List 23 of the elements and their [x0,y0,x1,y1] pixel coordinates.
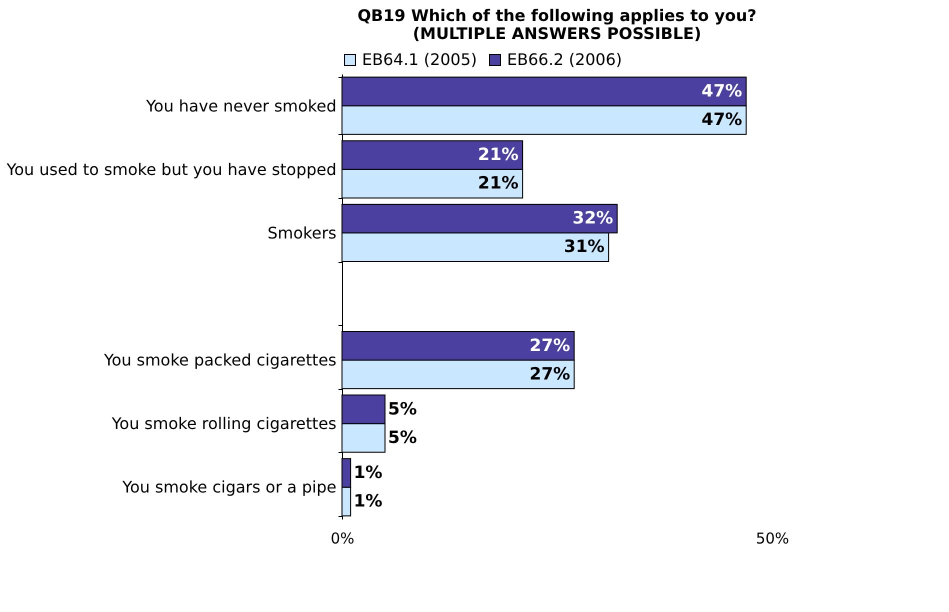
data-label: 5% [388,399,417,420]
data-label: 32% [572,208,614,229]
x-tick-label: 0% [330,530,354,548]
legend-label: EB64.1 (2005) [362,50,477,69]
y-tick-label: You smoke packed cigarettes [102,350,336,370]
data-label: 47% [701,81,742,102]
y-tick-label: You smoke rolling cigarettes [110,414,336,434]
y-tick-label: Smokers [268,223,336,242]
data-label: 27% [529,336,570,356]
data-label: 1% [354,492,382,512]
y-tick-label: You smoke cigars or a pipe [121,478,336,497]
y-tick-label: You used to smoke but you have stopped [6,160,336,179]
data-label: 21% [478,174,519,194]
data-label: 5% [388,428,417,448]
data-label: 27% [529,364,570,384]
legend-label: EB66.2 (2006) [507,50,622,69]
data-label: 31% [564,237,605,258]
x-tick-label: 50% [756,530,790,548]
y-tick-label: You have never smoked [145,96,336,116]
data-label: 1% [354,462,382,483]
data-label: 47% [701,110,742,130]
chart-title: QB19 Which of the following applies to you? (MULTIPLE ANSWERS POSSIBLE) [357,6,757,43]
data-label: 21% [478,145,519,166]
